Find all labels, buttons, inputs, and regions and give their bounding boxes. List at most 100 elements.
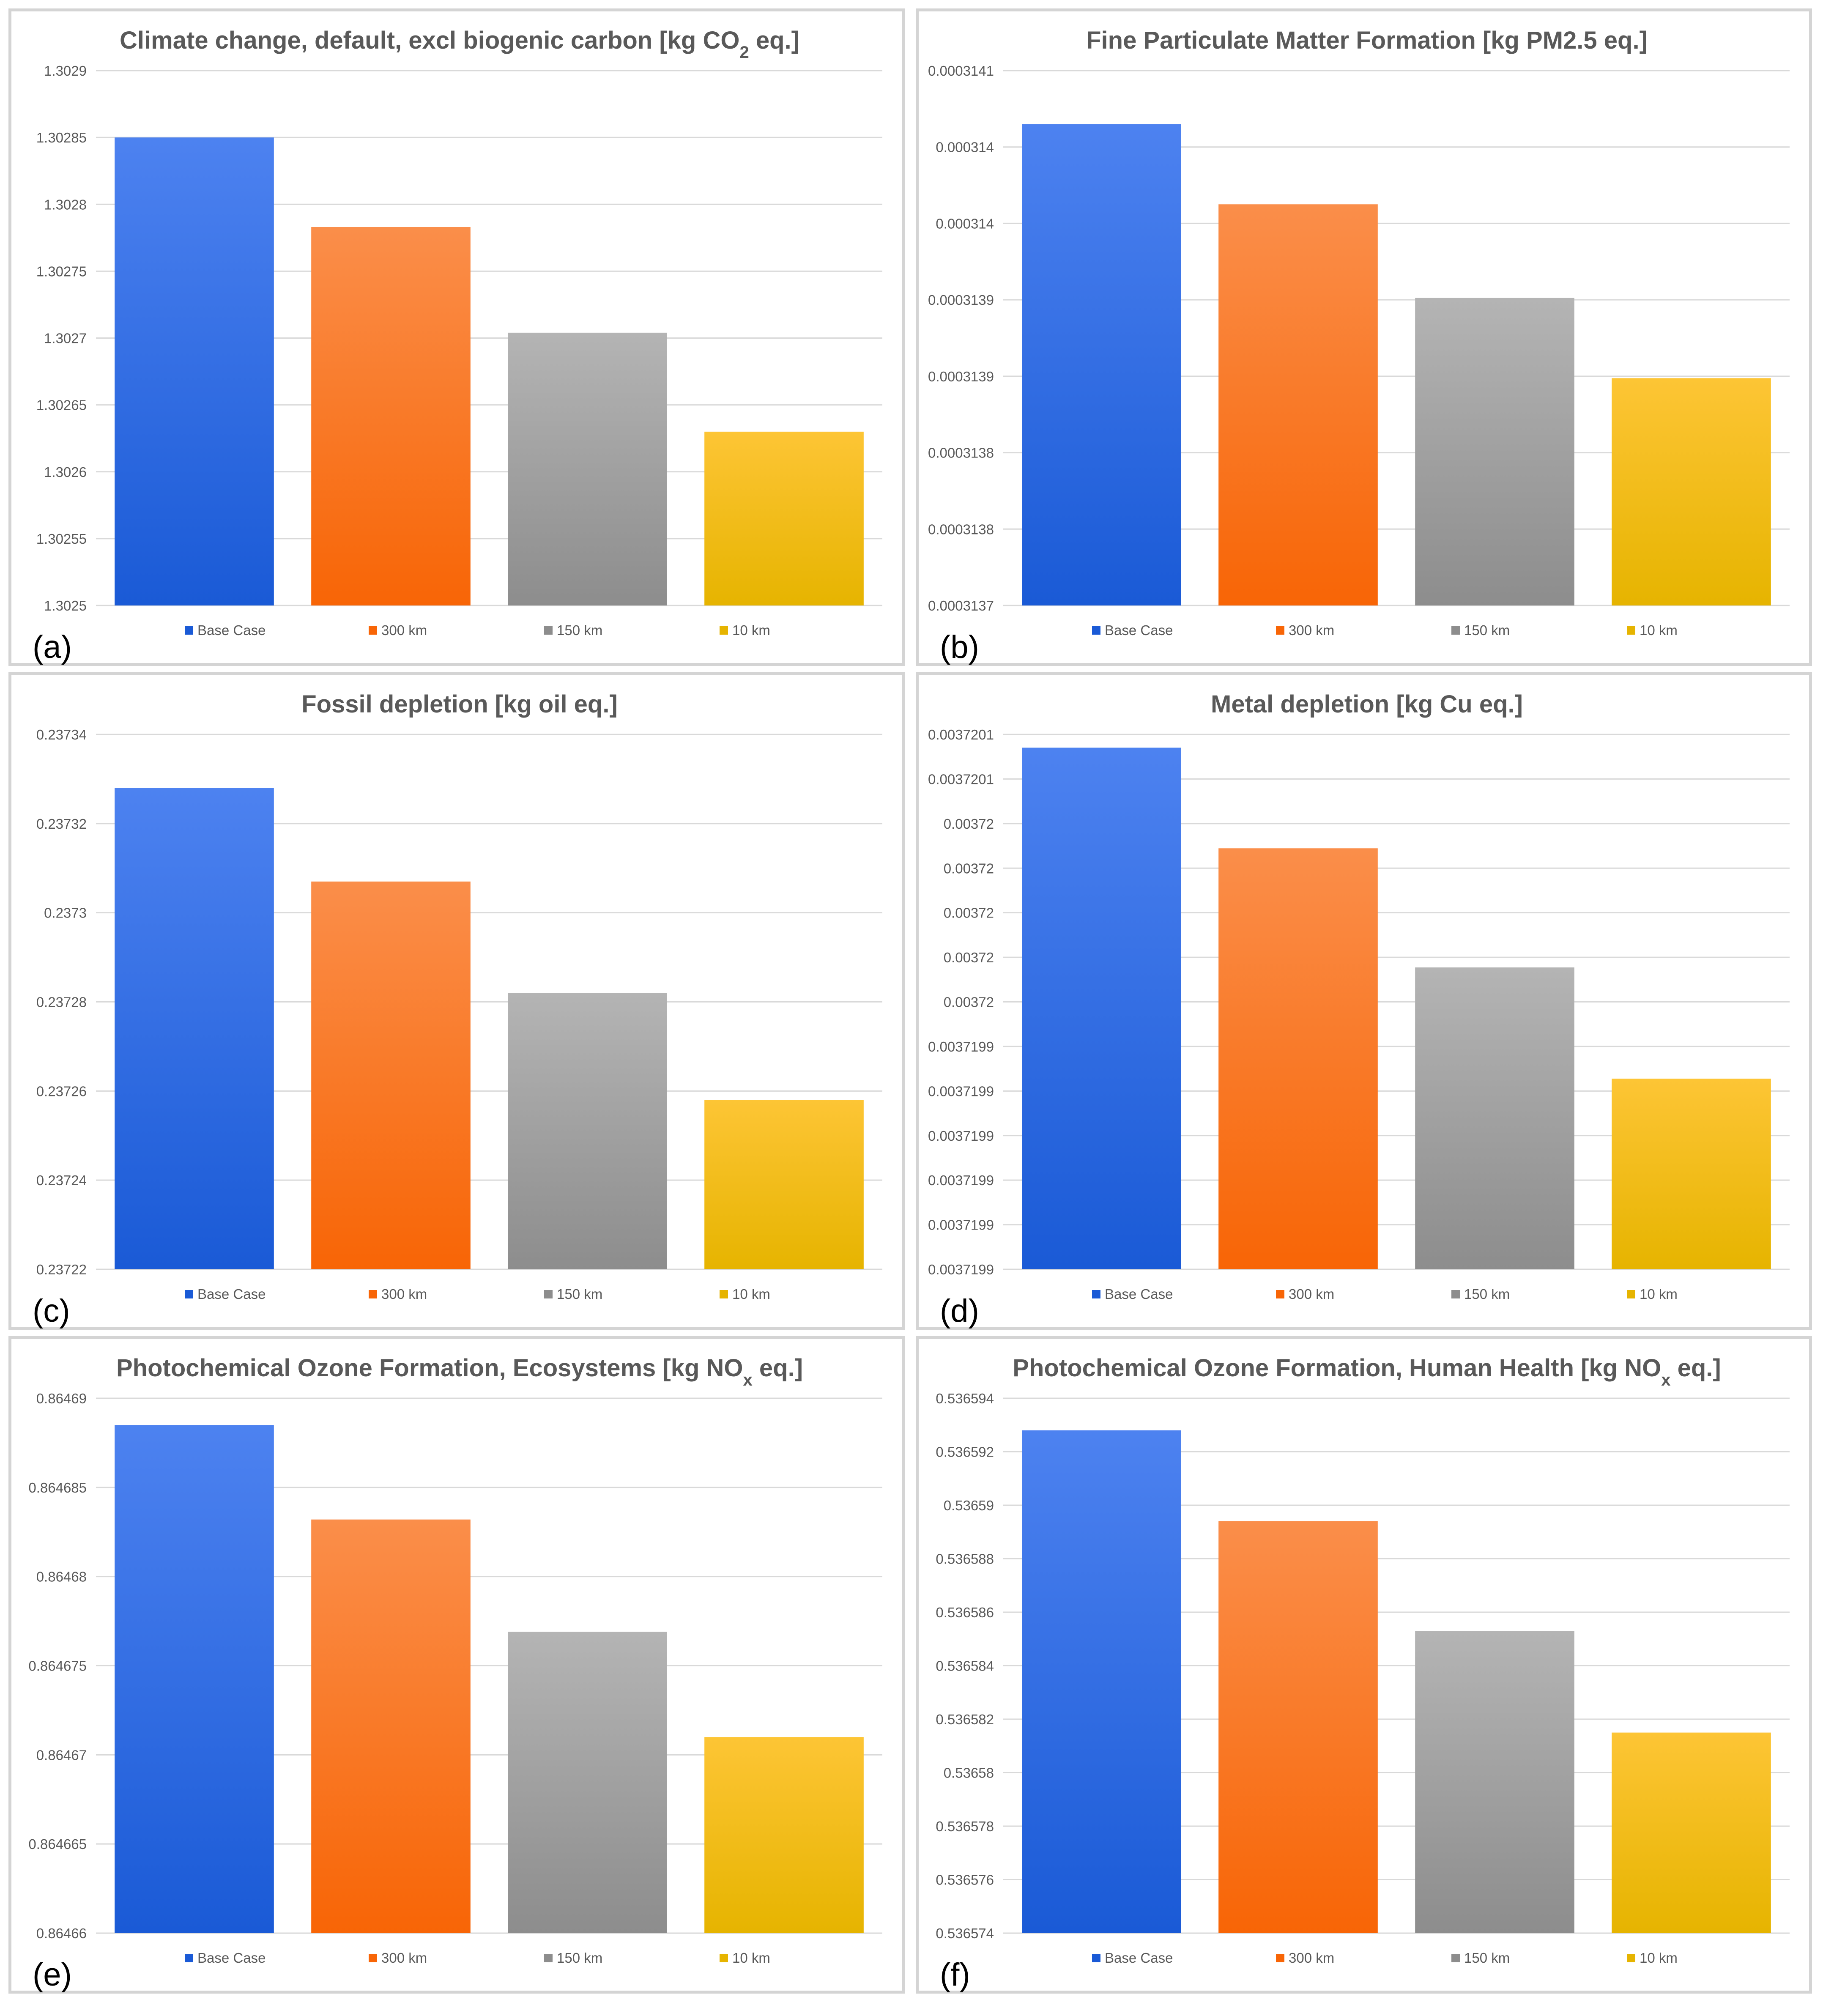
y-tick-label: 0.536576: [936, 1872, 994, 1888]
legend-label-10-km: 10 km: [732, 622, 770, 638]
y-tick-label: 0.000314: [936, 140, 994, 155]
bar-300-km: [1218, 848, 1378, 1269]
bar-10-km: [1612, 1732, 1771, 1933]
y-tick-label: 0.000314: [936, 216, 994, 231]
legend-label-150-km: 150 km: [557, 1286, 602, 1302]
y-tick-label: 0.00372: [944, 860, 994, 876]
y-tick-label: 0.864675: [28, 1658, 87, 1674]
bar-base-case: [1022, 124, 1181, 605]
chart-title-f: Photochemical Ozone Formation, Human Hea…: [1013, 1354, 1721, 1389]
bar-base-case: [1022, 748, 1181, 1269]
chart-c: Fossil depletion [kg oil eq.] 0.23722 0.23…: [36, 690, 882, 1302]
legend-swatch-10-km: [1627, 1954, 1635, 1962]
panel-label-b: (b): [940, 629, 979, 665]
y-tick-label: 0.536574: [936, 1926, 994, 1941]
y-tick-label: 0.536582: [936, 1712, 994, 1727]
y-tick-label: 0.0037199: [928, 1217, 994, 1233]
chart-title-e: Photochemical Ozone Formation, Ecosystem…: [116, 1354, 803, 1389]
bar-300-km: [1218, 204, 1378, 605]
legend-label-10-km: 10 km: [1640, 1286, 1678, 1302]
legend-label-150-km: 150 km: [1464, 1950, 1510, 1966]
chart-panel-c: Fossil depletion [kg oil eq.] 0.23722 0.23…: [8, 672, 905, 1330]
y-tick-label: 0.536588: [936, 1551, 994, 1567]
y-tick-label: 0.536586: [936, 1605, 994, 1620]
y-tick-label: 0.0037199: [928, 1128, 994, 1144]
y-tick-label: 0.536592: [936, 1444, 994, 1460]
legend-swatch-300-km: [1276, 626, 1284, 635]
bar-10-km: [1612, 378, 1771, 605]
legend-swatch-10-km: [720, 1954, 728, 1962]
legend-swatch-300-km: [1276, 1290, 1284, 1298]
y-tick-label: 0.536594: [936, 1391, 994, 1406]
chart-panel-b: Fine Particulate Matter Formation [kg PM…: [916, 8, 1812, 666]
chart-panel-a: Climate change, default, excl biogenic c…: [8, 8, 905, 666]
legend-label-base-case: Base Case: [1105, 1950, 1173, 1966]
y-tick-label: 1.3026: [44, 464, 87, 480]
legend-swatch-150-km: [1451, 626, 1460, 635]
legend-swatch-base-case: [185, 1290, 193, 1298]
y-tick-label: 0.0037199: [928, 1039, 994, 1055]
y-tick-label: 0.53659: [944, 1498, 994, 1513]
legend-label-base-case: Base Case: [1105, 622, 1173, 638]
y-tick-label: 0.0003139: [928, 369, 994, 384]
legend-swatch-150-km: [544, 1954, 553, 1962]
chart-title-d: Metal depletion [kg Cu eq.]: [1211, 690, 1523, 718]
y-tick-label: 0.23724: [36, 1172, 87, 1188]
legend-label-300-km: 300 km: [1289, 1950, 1334, 1966]
legend-swatch-base-case: [1092, 1290, 1100, 1298]
legend-swatch-base-case: [1092, 626, 1100, 635]
bar-300-km: [1218, 1521, 1378, 1933]
legend-swatch-150-km: [1451, 1290, 1460, 1298]
y-tick-label: 1.3025: [44, 598, 87, 614]
y-tick-label: 0.0003138: [928, 445, 994, 461]
legend-swatch-10-km: [720, 626, 728, 635]
y-tick-label: 1.3028: [44, 197, 87, 212]
y-tick-label: 0.23734: [36, 727, 87, 742]
y-tick-label: 0.86468: [36, 1569, 87, 1585]
y-tick-label: 0.00372: [944, 950, 994, 965]
legend-swatch-base-case: [185, 626, 193, 635]
bar-300-km: [311, 881, 471, 1269]
y-tick-label: 1.3027: [44, 331, 87, 346]
y-tick-label: 0.0037201: [928, 771, 994, 787]
y-tick-label: 0.0037201: [928, 727, 994, 742]
chart-b: Fine Particulate Matter Formation [kg PM…: [928, 27, 1790, 638]
bar-150-km: [1415, 298, 1574, 605]
legend-swatch-150-km: [1451, 1954, 1460, 1962]
panel-label-c: (c): [33, 1293, 70, 1329]
legend-swatch-150-km: [544, 1290, 553, 1298]
legend-label-150-km: 150 km: [557, 1950, 602, 1966]
chart-panel-e: Photochemical Ozone Formation, Ecosystem…: [8, 1336, 905, 1994]
bar-150-km: [508, 332, 667, 605]
y-tick-label: 1.30285: [36, 130, 87, 145]
chart-e: Photochemical Ozone Formation, Ecosystem…: [28, 1354, 882, 1966]
legend-swatch-10-km: [720, 1290, 728, 1298]
legend-label-150-km: 150 km: [1464, 622, 1510, 638]
panel-label-a: (a): [33, 629, 72, 665]
y-tick-label: 0.86466: [36, 1926, 87, 1941]
legend-swatch-300-km: [369, 626, 377, 635]
legend-swatch-base-case: [185, 1954, 193, 1962]
bar-300-km: [311, 1519, 471, 1933]
legend-label-300-km: 300 km: [381, 1286, 427, 1302]
legend-swatch-300-km: [369, 1954, 377, 1962]
y-tick-label: 0.536578: [936, 1819, 994, 1834]
legend-label-10-km: 10 km: [732, 1950, 770, 1966]
y-tick-label: 0.23728: [36, 994, 87, 1010]
y-tick-label: 0.86467: [36, 1747, 87, 1763]
bar-base-case: [1022, 1430, 1181, 1933]
chart-panel-f: Photochemical Ozone Formation, Human Hea…: [916, 1336, 1812, 1994]
panel-label-d: (d): [940, 1293, 979, 1329]
legend-label-300-km: 300 km: [1289, 622, 1334, 638]
y-tick-label: 1.3029: [44, 63, 87, 79]
legend-label-300-km: 300 km: [1289, 1286, 1334, 1302]
bar-150-km: [508, 1632, 667, 1933]
legend-label-10-km: 10 km: [1640, 622, 1678, 638]
y-tick-label: 0.864685: [28, 1480, 87, 1496]
y-tick-label: 1.30255: [36, 531, 87, 547]
bar-150-km: [508, 993, 667, 1269]
legend-swatch-10-km: [1627, 626, 1635, 635]
bar-10-km: [704, 431, 864, 605]
bar-base-case: [115, 137, 274, 605]
legend-swatch-300-km: [369, 1290, 377, 1298]
